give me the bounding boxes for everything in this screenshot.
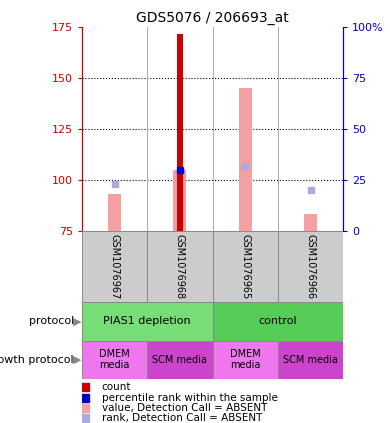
Bar <box>177 33 183 231</box>
Bar <box>108 194 121 231</box>
Bar <box>278 231 343 302</box>
Text: GSM1076966: GSM1076966 <box>305 234 316 299</box>
Text: rank, Detection Call = ABSENT: rank, Detection Call = ABSENT <box>101 413 262 423</box>
Text: growth protocol: growth protocol <box>0 354 74 365</box>
Bar <box>213 341 278 379</box>
Text: PIAS1 depletion: PIAS1 depletion <box>103 316 191 327</box>
Text: percentile rank within the sample: percentile rank within the sample <box>101 393 277 403</box>
Text: GSM1076965: GSM1076965 <box>240 234 250 299</box>
Bar <box>82 341 147 379</box>
Text: control: control <box>259 316 297 327</box>
Text: GSM1076967: GSM1076967 <box>110 234 120 299</box>
Text: count: count <box>101 382 131 393</box>
Text: value, Detection Call = ABSENT: value, Detection Call = ABSENT <box>101 403 267 413</box>
Bar <box>82 231 147 302</box>
Bar <box>213 302 343 341</box>
Text: SCM media: SCM media <box>283 354 338 365</box>
Bar <box>304 214 317 231</box>
Title: GDS5076 / 206693_at: GDS5076 / 206693_at <box>136 11 289 25</box>
Text: protocol: protocol <box>29 316 74 327</box>
Text: DMEM
media: DMEM media <box>230 349 261 371</box>
Text: DMEM
media: DMEM media <box>99 349 130 371</box>
Text: SCM media: SCM media <box>152 354 207 365</box>
Bar <box>82 302 213 341</box>
Bar <box>278 341 343 379</box>
Text: ▶: ▶ <box>73 354 81 365</box>
Bar <box>147 231 213 302</box>
Bar <box>239 88 252 231</box>
Bar <box>173 170 186 231</box>
Bar <box>213 231 278 302</box>
Text: GSM1076968: GSM1076968 <box>175 234 185 299</box>
Text: ▶: ▶ <box>73 316 81 327</box>
Bar <box>147 341 213 379</box>
